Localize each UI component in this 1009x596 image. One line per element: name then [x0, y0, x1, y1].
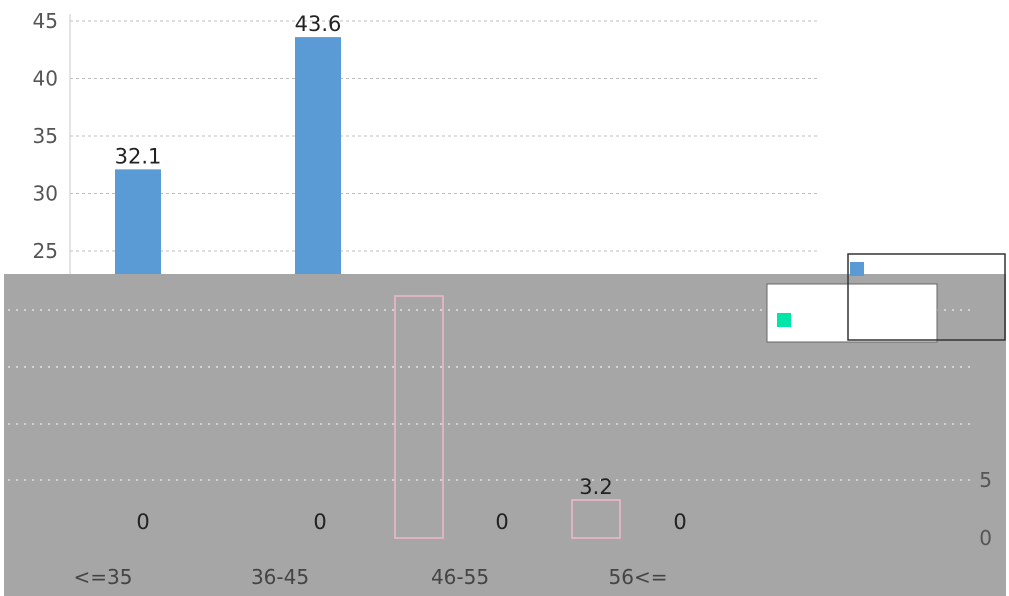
zero-label-4: 0	[673, 510, 686, 534]
category-label-1: <=35	[74, 565, 133, 589]
category-label-3: 46-55	[431, 565, 489, 589]
overlay-content: 0 5 3.2 0 0 0 0 <=35 36-45 46-55 56<=	[8, 295, 992, 589]
data-label-1: 32.1	[115, 144, 162, 168]
y-tick-label-40: 40	[33, 67, 58, 91]
bar-1	[115, 169, 161, 274]
grid-lines	[70, 20, 820, 252]
bars: 32.1 43.6	[115, 12, 342, 274]
legend-outer-frame	[847, 253, 1006, 341]
right-tick-label-5: 5	[979, 468, 992, 492]
right-tick-label-0: 0	[979, 526, 992, 550]
zero-label-3: 0	[495, 510, 508, 534]
y-tick-label-45: 45	[33, 9, 58, 33]
data-label-2: 43.6	[295, 12, 342, 36]
overlay-data-label-4: 3.2	[579, 475, 612, 499]
legend-swatch-series-2	[777, 313, 791, 327]
legend-swatch-series-1	[850, 262, 864, 276]
y-tick-label-30: 30	[33, 182, 58, 206]
zero-label-2: 0	[313, 510, 326, 534]
y-axis: 25 30 35 40 45	[33, 9, 71, 274]
legend	[766, 253, 1006, 343]
overlay-bar-outline-3	[394, 295, 444, 539]
legend-box	[766, 253, 1006, 343]
zero-label-1: 0	[136, 510, 149, 534]
y-tick-label-35: 35	[33, 124, 58, 148]
legend-frame	[766, 283, 938, 343]
y-tick-label-25: 25	[33, 239, 58, 263]
bar-2	[295, 37, 341, 274]
overlay-bar-outline-4	[571, 499, 621, 539]
category-label-2: 36-45	[251, 565, 309, 589]
category-label-4: 56<=	[609, 565, 668, 589]
